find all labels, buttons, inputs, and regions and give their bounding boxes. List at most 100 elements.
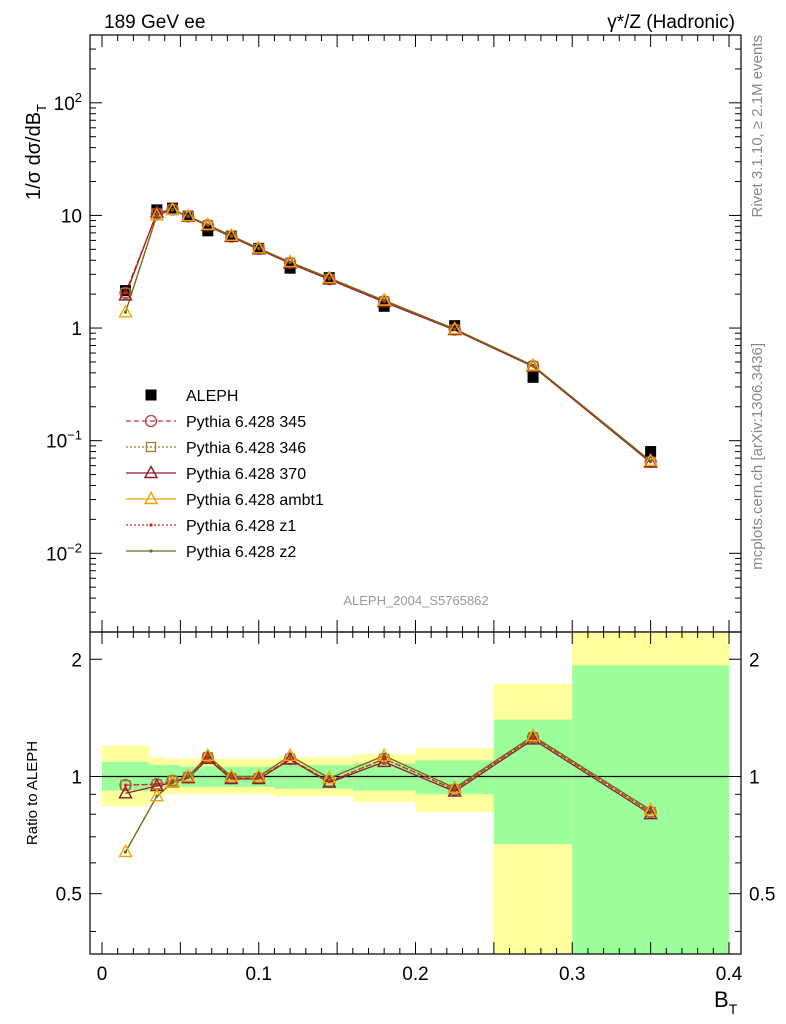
legend-label: Pythia 6.428 ambt1 [186, 492, 324, 509]
data-point [181, 208, 196, 222]
data-point [200, 747, 215, 762]
data-point [123, 310, 128, 314]
y-tick-label: 1 [71, 319, 82, 340]
data-point [643, 454, 658, 468]
x-tick-label: 0.1 [246, 964, 272, 985]
data-point [119, 779, 132, 792]
data-point [165, 201, 180, 216]
data-point [288, 754, 292, 758]
y-tick-label: 0.5 [56, 885, 82, 906]
data-point [120, 780, 131, 791]
data-point [453, 786, 457, 790]
data-point [224, 771, 239, 785]
ratio-axes: 0 0.1 0.2 0.3 0.4BT 0.5 0.5 1 1 2 2 Ratio to ALEPH [24, 631, 775, 1017]
data-point [149, 207, 165, 221]
data-point [123, 850, 128, 854]
data-point [186, 774, 190, 779]
data-point [376, 294, 392, 308]
data-point [186, 214, 190, 218]
data-point [251, 771, 266, 785]
y-tick-label-right: 2 [749, 650, 760, 671]
legend-label: Pythia 6.428 346 [186, 440, 306, 457]
data-point [649, 459, 653, 463]
ratio-series-group [118, 728, 658, 858]
x-tick-label: 0.3 [559, 964, 585, 985]
data-point [257, 774, 261, 779]
data-point [118, 785, 133, 799]
data-point [525, 731, 541, 745]
data-point [229, 774, 233, 779]
legend-label: Pythia 6.428 370 [186, 466, 306, 483]
legend-label: Pythia 6.428 z2 [186, 544, 296, 561]
data-point [181, 770, 196, 784]
x-axis-label: BT [714, 987, 738, 1017]
data-point [447, 321, 462, 335]
data-point [376, 292, 392, 306]
legend-marker [149, 523, 153, 527]
legend: ALEPH Pythia 6.428 345 Pythia 6.428 346 Pyt… [126, 388, 324, 561]
main-series-group [118, 201, 658, 468]
data-point [251, 768, 266, 782]
data-point [149, 788, 165, 802]
x-tick-label: 0.4 [716, 964, 743, 985]
data-point [118, 287, 133, 301]
data-point [123, 783, 128, 787]
legend-marker [149, 549, 153, 553]
legend-label: Pythia 6.428 z1 [186, 518, 296, 535]
data-point [155, 794, 159, 798]
y-tick-label-right: 1 [749, 767, 760, 788]
legend-marker [143, 491, 159, 505]
data-point [155, 213, 159, 218]
header-right: γ*/Z (Hadronic) [607, 12, 735, 33]
y-tick-label-right: 0.5 [749, 885, 775, 906]
data-point [288, 260, 292, 264]
x-tick-label: 0 [97, 964, 108, 985]
data-point [170, 780, 175, 785]
legend-marker [144, 414, 158, 428]
data-point [206, 223, 210, 227]
data-point [200, 216, 215, 231]
data-point [282, 254, 298, 268]
data-point [327, 776, 331, 780]
data-point [229, 234, 233, 238]
data-point [170, 208, 175, 212]
data-point [327, 780, 331, 784]
data-point [120, 285, 132, 297]
data-point [525, 728, 541, 742]
data-point [155, 782, 159, 786]
data-point [224, 227, 239, 241]
data-point [149, 204, 165, 218]
ratio-bands [102, 632, 729, 954]
y-tick-label: 1 [71, 767, 82, 788]
y-tick-label: 102 [54, 90, 82, 115]
analysis-id: ALEPH_2004_S5765862 [343, 593, 488, 608]
y-axis-label: 1/σ dσ/dBT [23, 104, 49, 200]
header-left: 189 GeV ee [104, 12, 205, 33]
legend-marker [145, 389, 157, 401]
data-point [282, 751, 298, 765]
data-point [531, 363, 535, 368]
data-point [118, 843, 133, 858]
data-point [447, 779, 462, 794]
legend-label: Pythia 6.428 345 [186, 414, 306, 431]
main-frame [89, 34, 742, 633]
mcplots-label: mcplots.cern.ch [arXiv:1306.3436] [749, 343, 766, 570]
data-point [118, 304, 133, 318]
y-tick-label: 10−2 [46, 540, 82, 565]
data-point [206, 754, 210, 758]
ratio-y-label: Ratio to ALEPH [24, 741, 41, 845]
data-point [531, 734, 535, 738]
data-point [251, 240, 266, 254]
data-point [645, 446, 657, 458]
data-point [643, 806, 658, 820]
data-point [288, 757, 292, 761]
data-point [165, 774, 180, 788]
x-tick-label: 0.2 [402, 964, 428, 985]
y-tick-label: 10 [61, 206, 82, 227]
y-tick-label: 10−1 [46, 428, 82, 453]
data-point [453, 327, 457, 331]
data-point [322, 774, 337, 788]
data-point [527, 371, 539, 383]
